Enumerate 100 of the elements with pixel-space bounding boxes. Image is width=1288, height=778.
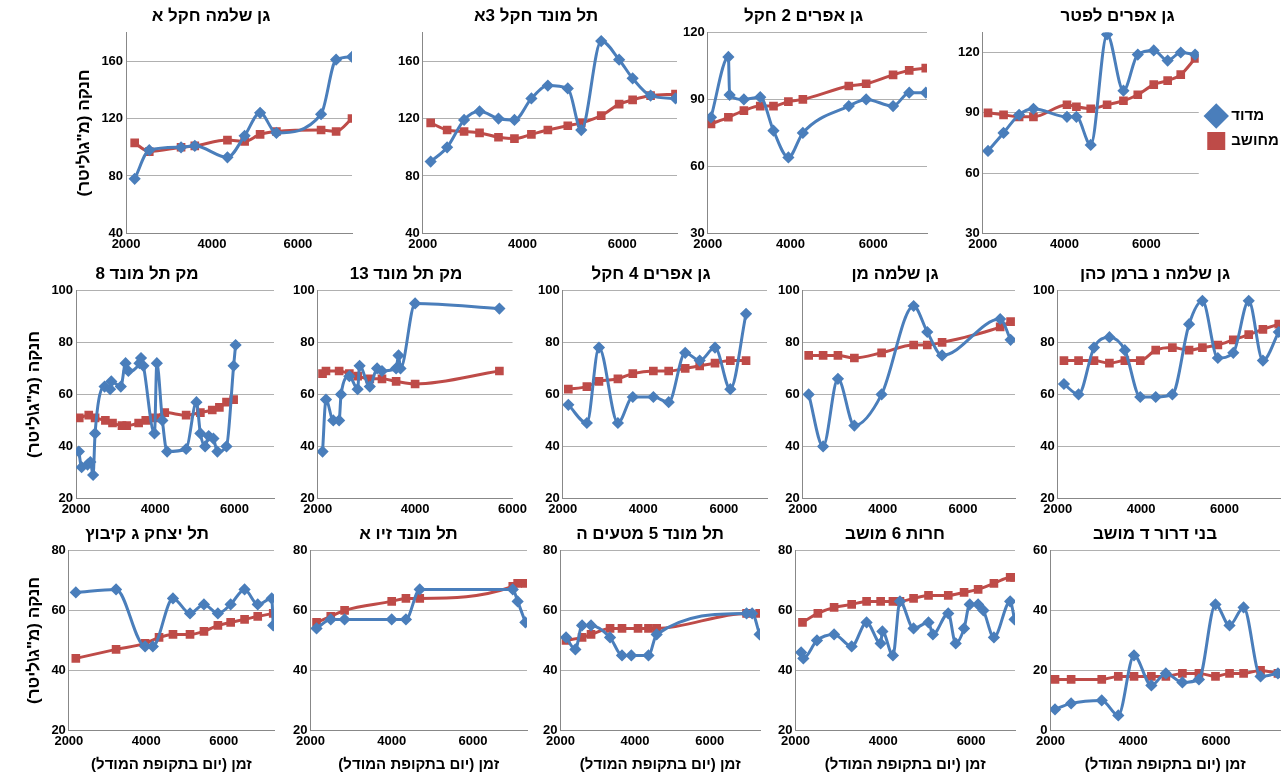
y-tick-label: 100 — [51, 281, 74, 297]
chart-title: גן אפרים 4 חקל — [591, 263, 711, 283]
y-tick-label: 90 — [965, 104, 980, 120]
x-tick-label: 6000 — [948, 500, 978, 516]
x-axis-title: זמן (יום בתקופת המודל) — [91, 755, 253, 773]
y-tick-label: 20 — [58, 489, 74, 505]
x-tick-label: 6000 — [458, 732, 488, 748]
chart-title: חרות 6 מושב — [844, 523, 946, 543]
y-tick-label: 60 — [965, 164, 980, 180]
y-tick-label: 30 — [690, 224, 705, 240]
y-tick-label: 40 — [300, 437, 315, 453]
y-tick-label: 0 — [1040, 721, 1048, 737]
y-tick-label: 80 — [545, 333, 560, 349]
chart-title: תל מונד זיו א — [359, 523, 458, 543]
x-tick-label: 4000 — [377, 732, 407, 748]
x-tick-label: 4000 — [620, 732, 650, 748]
x-axis-title: זמן (יום בתקופת המודל) — [338, 755, 500, 773]
x-tick-label: 6000 — [858, 235, 888, 251]
x-tick-label: 6000 — [283, 235, 313, 251]
x-tick-label: 4000 — [868, 500, 898, 516]
y-axis-title: חנקה (מ"ג\ליטר) — [23, 576, 43, 704]
y-tick-label: 40 — [108, 224, 124, 240]
y-tick-label: 100 — [1032, 281, 1055, 297]
x-tick-label: 4000 — [1118, 732, 1148, 748]
y-tick-label: 60 — [51, 601, 66, 617]
y-axis-title: חנקה (מ"ג\ליטר) — [23, 330, 43, 458]
y-tick-label: 20 — [300, 489, 315, 505]
y-tick-label: 80 — [292, 541, 308, 557]
y-tick-label: 80 — [542, 541, 558, 557]
y-tick-label: 80 — [785, 333, 800, 349]
chart-title: גן אפרים 2 חקל — [743, 5, 864, 25]
y-tick-label: 120 — [957, 44, 980, 60]
y-tick-label: 40 — [542, 661, 558, 677]
y-tick-label: 160 — [397, 52, 420, 68]
y-tick-label: 20 — [1032, 661, 1048, 677]
x-tick-label: 4000 — [868, 732, 898, 748]
y-tick-label: 120 — [101, 110, 124, 126]
y-tick-label: 60 — [58, 385, 74, 401]
y-tick-label: 80 — [58, 333, 74, 349]
y-tick-label: 90 — [690, 90, 705, 106]
y-tick-label: 120 — [397, 110, 420, 126]
y-tick-label: 80 — [405, 167, 420, 183]
x-tick-label: 6000 — [695, 732, 725, 748]
x-tick-label: 6000 — [1131, 235, 1161, 251]
chart-title: תל מונד חקל 3א — [473, 5, 599, 25]
x-tick-label: 4000 — [1050, 235, 1079, 251]
y-tick-label: 80 — [51, 541, 66, 557]
y-tick-label: 40 — [1040, 437, 1055, 453]
y-tick-label: 100 — [777, 281, 800, 297]
x-tick-label: 4000 — [775, 235, 805, 251]
y-tick-label: 40 — [58, 437, 74, 453]
x-tick-label: 6000 — [956, 732, 986, 748]
chart-title: מק תל מונד 13 — [349, 263, 463, 283]
y-tick-label: 40 — [292, 661, 308, 677]
x-tick-label: 4000 — [131, 732, 161, 748]
y-tick-label: 20 — [1040, 489, 1055, 505]
chart-title: תל יצחק ג קיבוץ — [85, 523, 209, 543]
y-tick-label: 80 — [108, 167, 124, 183]
y-tick-label: 60 — [292, 601, 308, 617]
y-tick-label: 80 — [777, 541, 793, 557]
y-tick-label: 40 — [777, 661, 793, 677]
y-tick-label: 40 — [545, 437, 560, 453]
x-tick-label: 6000 — [709, 500, 739, 516]
y-tick-label: 120 — [682, 23, 705, 39]
y-tick-label: 40 — [51, 661, 66, 677]
y-axis-title: חנקה (מ"ג\ליטר) — [73, 69, 93, 197]
x-axis-title: זמן (יום בתקופת המודל) — [1084, 755, 1247, 773]
y-tick-label: 60 — [1040, 385, 1055, 401]
y-tick-label: 80 — [1040, 333, 1055, 349]
y-tick-label: 20 — [51, 721, 66, 737]
y-tick-label: 20 — [777, 721, 793, 737]
x-tick-label: 4000 — [507, 235, 537, 251]
x-tick-label: 6000 — [219, 500, 249, 516]
x-tick-label: 6000 — [498, 500, 527, 516]
chart-title: גן שלמה חקל א — [151, 5, 271, 25]
chart-title: בני דרור ד מושב — [1092, 523, 1218, 543]
y-tick-label: 60 — [545, 385, 560, 401]
y-tick-label: 40 — [405, 224, 420, 240]
y-tick-label: 60 — [690, 157, 705, 173]
chart-title: מק תל מונד 8 — [95, 263, 199, 283]
chart-title: גן אפרים לפטר — [1060, 5, 1175, 25]
legend-label: מחושב — [1231, 131, 1279, 149]
y-tick-label: 100 — [537, 281, 560, 297]
y-tick-label: 60 — [1032, 541, 1048, 557]
x-axis-title: זמן (יום בתקופת המודל) — [579, 755, 742, 773]
x-tick-label: 6000 — [1201, 732, 1231, 748]
legend-label: מדוד — [1231, 106, 1265, 124]
x-tick-label: 6000 — [209, 732, 239, 748]
chart-title: תל מונד 5 מטעים ה — [576, 523, 724, 543]
y-tick-label: 20 — [292, 721, 308, 737]
y-tick-label: 100 — [292, 281, 315, 297]
y-tick-label: 40 — [785, 437, 800, 453]
y-tick-label: 60 — [777, 601, 793, 617]
y-tick-label: 60 — [785, 385, 800, 401]
y-tick-label: 80 — [300, 333, 315, 349]
x-tick-label: 6000 — [607, 235, 637, 251]
y-tick-label: 160 — [101, 52, 124, 68]
x-tick-label: 4000 — [1126, 500, 1156, 516]
chart-title: גן שלמה נ ברמן כהן — [1079, 263, 1231, 283]
x-tick-label: 4000 — [197, 235, 227, 251]
